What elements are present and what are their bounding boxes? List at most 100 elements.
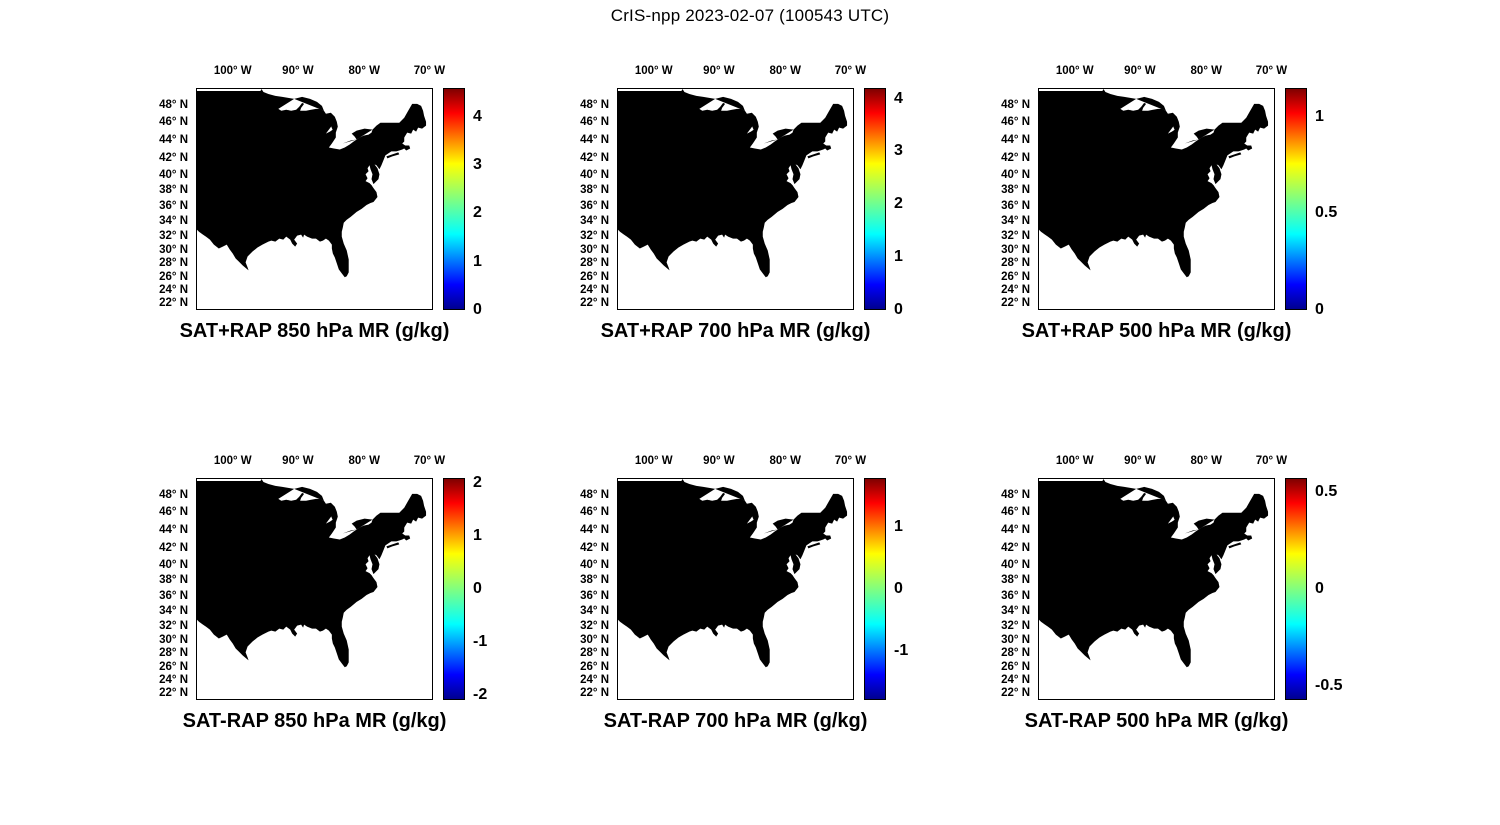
lat-tick-label: 26° N <box>1001 660 1030 673</box>
lon-tick-label: 80° W <box>348 455 380 467</box>
colorbar-tick-label: 0.5 <box>1315 482 1338 500</box>
map-panel: 100° W 90° W 80° W 70° W 48° N 46° N 44° N 42°… <box>159 65 482 342</box>
lon-tick-label: 90° W <box>703 455 735 467</box>
lat-tick-label: 28° N <box>159 647 188 660</box>
figure-title: CrIS-npp 2023-02-07 (100543 UTC) <box>610 6 890 25</box>
lat-tick-label: 48° N <box>580 488 609 501</box>
colorbar <box>864 478 886 700</box>
lat-tick-label: 48° N <box>159 98 188 111</box>
panel-title: SAT-RAP 850 hPa MR (g/kg) <box>182 710 447 732</box>
lat-tick-label: 24° N <box>1001 284 1030 297</box>
colorbar-tick-labels: -2 -1 0 1 2 <box>473 474 525 702</box>
colorbar-tick-label: 4 <box>894 89 903 107</box>
lat-tick-label: 26° N <box>159 270 188 283</box>
colorbar-tick-label: 3 <box>473 156 482 174</box>
lat-tick-label: 42° N <box>1001 151 1030 164</box>
lat-tick-label: 34° N <box>1001 605 1030 618</box>
lat-tick-label: 28° N <box>580 257 609 270</box>
lon-tick-label: 100° W <box>634 455 673 467</box>
colorbar-tick-labels: -0.5 0 0.5 <box>1315 478 1367 700</box>
lat-tick-label: 30° N <box>1001 244 1030 257</box>
lat-tick-label: 34° N <box>580 215 609 228</box>
lat-tick-label: 36° N <box>580 199 609 212</box>
map-axes-box <box>1038 88 1275 310</box>
lat-tick-label: 22° N <box>1001 297 1030 310</box>
lat-tick-label: 42° N <box>1001 541 1030 554</box>
lat-tick-label: 30° N <box>1001 634 1030 647</box>
colorbar-tick-label: 0 <box>473 301 482 318</box>
lon-tick-label: 90° W <box>282 455 314 467</box>
colorbar <box>443 88 465 310</box>
latitude-axis: 48° N 46° N 44° N 42° N 40° N 38° N 36° N 34° N… <box>545 478 609 700</box>
colorbar-tick-label: 1 <box>894 518 903 536</box>
lat-tick-label: 26° N <box>580 270 609 283</box>
lat-tick-label: 46° N <box>159 116 188 129</box>
lat-tick-label: 32° N <box>1001 229 1030 242</box>
lon-tick-label: 90° W <box>1124 455 1156 467</box>
lat-tick-label: 38° N <box>1001 574 1030 587</box>
colorbar-tick-labels: 0 1 2 3 4 <box>894 88 946 318</box>
lat-tick-label: 34° N <box>1001 215 1030 228</box>
lat-tick-label: 44° N <box>580 524 609 537</box>
lat-tick-label: 46° N <box>580 116 609 129</box>
lat-tick-label: 42° N <box>159 541 188 554</box>
lon-tick-label: 70° W <box>1255 455 1288 467</box>
latitude-axis: 48° N 46° N 44° N 42° N 40° N 38° N 36° N 34° N… <box>966 478 1030 700</box>
lat-tick-label: 34° N <box>580 605 609 618</box>
lat-tick-label: 28° N <box>1001 257 1030 270</box>
latitude-axis: 48° N 46° N 44° N 42° N 40° N 38° N 36° N 34° N… <box>966 88 1030 310</box>
map-axes-box <box>617 478 854 700</box>
lat-tick-label: 36° N <box>1001 199 1030 212</box>
colorbar-tick-label: 4 <box>473 107 482 125</box>
colorbar-tick-labels: 0 1 2 3 4 <box>473 88 525 318</box>
longitude-axis: 100° W 90° W 80° W 70° W <box>1038 455 1287 471</box>
lat-tick-label: 36° N <box>1001 589 1030 602</box>
lat-tick-label: 32° N <box>580 619 609 632</box>
map-axes-box <box>617 88 854 310</box>
panel-title: SAT+RAP 500 hPa MR (g/kg) <box>1021 320 1292 342</box>
lon-tick-label: 100° W <box>1055 455 1094 467</box>
lat-tick-label: 22° N <box>159 687 188 700</box>
us-state-outline-map <box>1039 89 1269 278</box>
lon-tick-label: 90° W <box>1124 65 1156 77</box>
map-panel: 100° W 90° W 80° W 70° W 48° N 46° N 44° N 42°… <box>580 455 908 732</box>
colorbar <box>443 478 465 700</box>
us-state-outline-map <box>618 479 848 668</box>
lat-tick-label: 42° N <box>580 151 609 164</box>
lon-tick-label: 70° W <box>834 455 867 467</box>
lat-tick-label: 44° N <box>1001 134 1030 147</box>
map-panel: 100° W 90° W 80° W 70° W 48° N 46° N 44° N 42°… <box>580 65 903 342</box>
lat-tick-label: 44° N <box>159 524 188 537</box>
lat-tick-label: 36° N <box>159 589 188 602</box>
colorbar <box>1285 478 1307 700</box>
colorbar-tick-label: 3 <box>894 142 903 160</box>
lon-tick-label: 80° W <box>1190 65 1222 77</box>
lon-tick-label: 100° W <box>1055 65 1094 77</box>
lat-tick-label: 48° N <box>1001 98 1030 111</box>
lat-tick-label: 40° N <box>159 558 188 571</box>
lat-tick-label: 40° N <box>580 168 609 181</box>
colorbar <box>864 88 886 310</box>
lat-tick-label: 24° N <box>159 674 188 687</box>
us-state-outline-map <box>197 89 427 278</box>
us-state-outline-map <box>197 479 427 668</box>
lat-tick-label: 26° N <box>1001 270 1030 283</box>
colorbar-tick-label: 0 <box>894 301 903 318</box>
colorbar-tick-label: -2 <box>473 685 488 703</box>
lat-tick-label: 22° N <box>580 687 609 700</box>
lat-tick-label: 36° N <box>159 199 188 212</box>
lat-tick-label: 44° N <box>1001 524 1030 537</box>
lat-tick-label: 30° N <box>580 634 609 647</box>
lat-tick-label: 28° N <box>1001 647 1030 660</box>
lon-tick-label: 90° W <box>703 65 735 77</box>
lon-tick-label: 70° W <box>834 65 867 77</box>
lat-tick-label: 32° N <box>1001 619 1030 632</box>
lat-tick-label: 38° N <box>1001 184 1030 197</box>
map-panel: 100° W 90° W 80° W 70° W 48° N 46° N 44° N 42°… <box>1001 455 1342 732</box>
colorbar-tick-label: -1 <box>894 641 909 659</box>
lat-tick-label: 46° N <box>580 506 609 519</box>
colorbar-tick-label: 1 <box>473 527 482 545</box>
lat-tick-label: 42° N <box>159 151 188 164</box>
lat-tick-label: 32° N <box>580 229 609 242</box>
